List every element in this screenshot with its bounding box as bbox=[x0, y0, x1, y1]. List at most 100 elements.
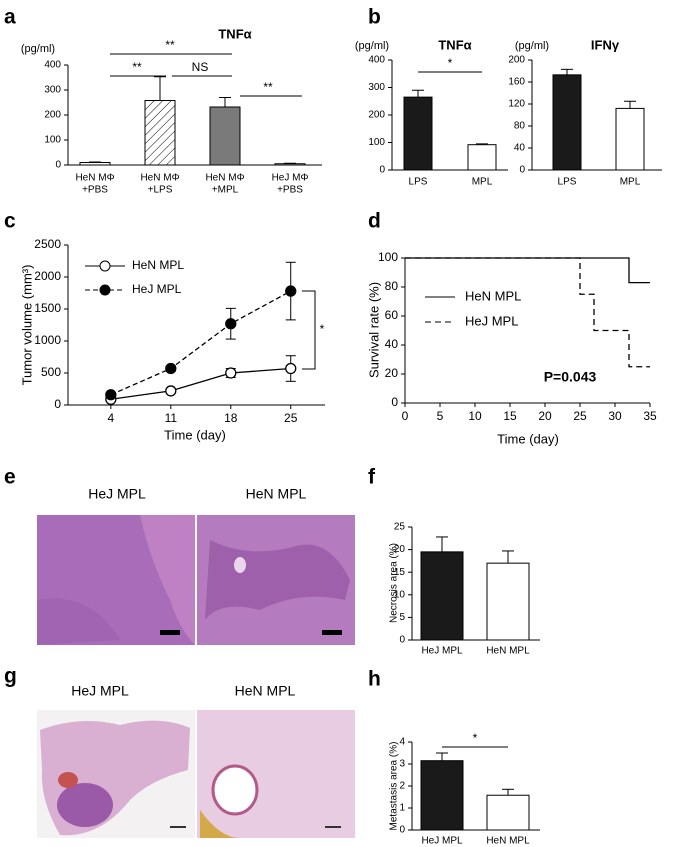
panel-label: e bbox=[4, 466, 16, 489]
x-tick-label: HeJ MΦ bbox=[272, 173, 309, 184]
annotation: * bbox=[448, 56, 453, 70]
bar bbox=[209, 106, 241, 166]
panel-label: f bbox=[368, 466, 376, 489]
bar bbox=[144, 100, 176, 166]
histology-image bbox=[37, 515, 195, 645]
y-tick-label: 0 bbox=[519, 165, 525, 176]
x-axis-label: Time (day) bbox=[164, 427, 226, 442]
x-tick-label: 30 bbox=[608, 409, 622, 423]
bar bbox=[420, 760, 464, 831]
y-tick-label: 200 bbox=[368, 110, 385, 121]
panel-label: h bbox=[368, 668, 381, 691]
y-tick-label: 3 bbox=[399, 759, 405, 770]
bar bbox=[486, 794, 530, 831]
y-tick-label: 0 bbox=[55, 160, 61, 171]
x-tick-label: 18 bbox=[224, 411, 238, 425]
y-tick-label: 2000 bbox=[34, 269, 61, 283]
y-tick-label: 0 bbox=[54, 397, 61, 411]
y-tick-label: 0 bbox=[391, 395, 398, 409]
y-axis-label: Metastasis area (%) bbox=[389, 742, 400, 831]
y-tick-label: 15 bbox=[394, 567, 406, 578]
y-tick-label: 10 bbox=[394, 589, 406, 600]
y-tick-label: 40 bbox=[385, 337, 399, 351]
line bbox=[110, 367, 291, 400]
x-tick-label: 5 bbox=[437, 409, 444, 423]
lung-image bbox=[37, 710, 195, 838]
x-tick-label: HeJ MPL bbox=[421, 836, 463, 847]
bar bbox=[615, 107, 645, 171]
y-tick-label: 60 bbox=[385, 308, 399, 322]
x-tick-label: +PBS bbox=[277, 185, 303, 196]
x-tick-label: HeN MΦ bbox=[75, 173, 114, 184]
marker bbox=[165, 362, 177, 375]
panel-label: g bbox=[4, 665, 17, 688]
x-tick-label: HeJ MPL bbox=[421, 646, 463, 657]
y-tick-label: 200 bbox=[44, 110, 61, 121]
lung-image bbox=[197, 710, 355, 838]
bar bbox=[486, 562, 530, 641]
annotation: NS bbox=[192, 60, 209, 74]
y-tick-label: 20 bbox=[385, 366, 399, 380]
survival-curve bbox=[405, 257, 650, 284]
y-axis-label: Survival rate (%) bbox=[366, 282, 381, 378]
y-tick-label: 400 bbox=[44, 60, 61, 71]
y-tick-label: 300 bbox=[44, 85, 61, 96]
x-tick-label: 10 bbox=[468, 409, 482, 423]
y-tick-label: 1000 bbox=[34, 333, 61, 347]
y-tick-label: 160 bbox=[508, 77, 525, 88]
y-tick-label: 100 bbox=[378, 250, 398, 264]
marker bbox=[225, 318, 237, 330]
marker bbox=[285, 362, 297, 375]
bar bbox=[274, 163, 306, 166]
legend-label: HeN MPL bbox=[465, 288, 521, 303]
x-tick-label: 0 bbox=[402, 409, 409, 423]
x-tick-label: 11 bbox=[165, 411, 178, 425]
x-tick-label: MPL bbox=[620, 177, 641, 188]
x-tick-label: HeN MΦ bbox=[205, 173, 244, 184]
x-tick-label: HeN MΦ bbox=[140, 173, 179, 184]
legend-label: HeJ MPL bbox=[465, 313, 518, 328]
y-tick-label: 4 bbox=[399, 737, 405, 748]
image-title: HeJ MPL bbox=[71, 683, 129, 699]
y-tick-label: 5 bbox=[399, 612, 405, 623]
x-tick-label: LPS bbox=[558, 177, 577, 188]
y-tick-label: 120 bbox=[508, 99, 525, 110]
image-title: HeN MPL bbox=[246, 486, 307, 502]
y-tick-label: 20 bbox=[394, 544, 406, 555]
y-tick-label: 1500 bbox=[34, 301, 61, 315]
y-tick-label: 300 bbox=[368, 82, 385, 93]
bar bbox=[79, 162, 111, 166]
annotation: ** bbox=[263, 80, 273, 94]
y-tick-label: 100 bbox=[44, 135, 61, 146]
marker bbox=[105, 389, 117, 401]
legend-marker bbox=[99, 260, 111, 272]
x-tick-label: +LPS bbox=[148, 185, 173, 196]
y-axis-label: Necrosis area (%) bbox=[389, 543, 400, 623]
y-tick-label: 400 bbox=[368, 55, 385, 66]
x-tick-label: +MPL bbox=[212, 185, 239, 196]
marker bbox=[285, 285, 297, 297]
y-tick-label: 25 bbox=[394, 522, 406, 533]
bar bbox=[403, 96, 433, 171]
histology-image bbox=[197, 515, 355, 645]
annotation: ** bbox=[132, 60, 142, 74]
x-tick-label: 25 bbox=[573, 409, 587, 423]
x-tick-label: HeN MPL bbox=[486, 836, 530, 847]
x-tick-label: 20 bbox=[538, 409, 552, 423]
marker bbox=[165, 385, 177, 397]
y-axis-label: Tumor volume (mm³) bbox=[19, 265, 34, 386]
panel-label: b bbox=[368, 6, 381, 29]
line bbox=[110, 290, 292, 396]
y-tick-label: 100 bbox=[368, 137, 385, 148]
image-title: HeJ MPL bbox=[88, 486, 146, 502]
y-tick-label: 2500 bbox=[34, 237, 61, 251]
y-tick-label: 40 bbox=[514, 143, 526, 154]
x-tick-label: 15 bbox=[503, 409, 517, 423]
y-tick-label: 500 bbox=[41, 365, 61, 379]
y-tick-label: 0 bbox=[399, 635, 405, 646]
significance-bracket bbox=[302, 290, 316, 370]
y-tick-label: 200 bbox=[508, 55, 525, 66]
panel-label: c bbox=[4, 210, 16, 233]
y-tick-label: 80 bbox=[514, 121, 526, 132]
